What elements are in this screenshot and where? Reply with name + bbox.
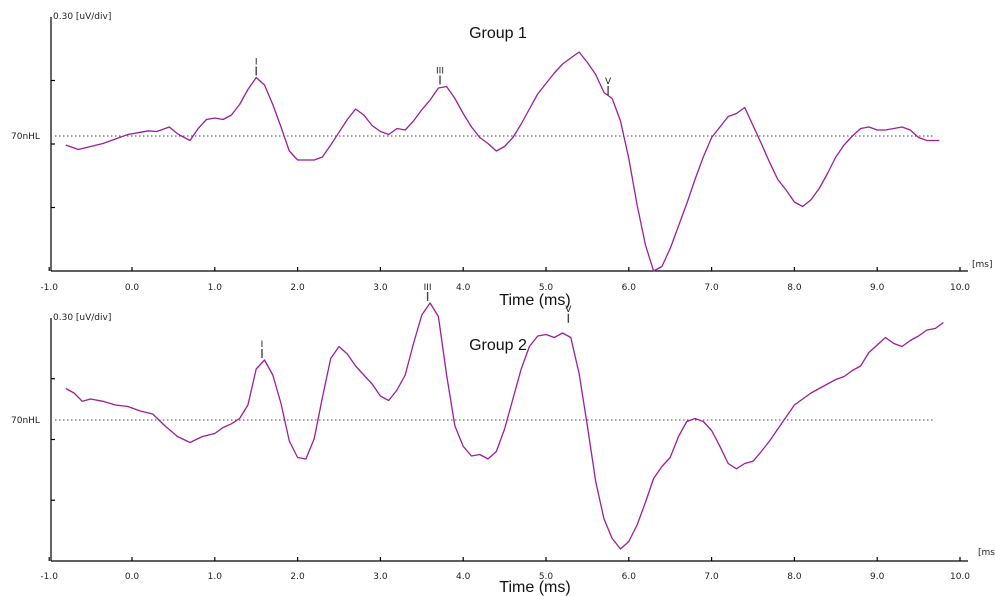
x-tick-label: -1.0 bbox=[40, 572, 58, 582]
x-tick-label: 0.0 bbox=[125, 283, 140, 293]
x-tick-label: 7.0 bbox=[704, 283, 719, 293]
peak-label: III bbox=[424, 283, 432, 293]
x-tick-label: 3.0 bbox=[373, 283, 388, 293]
x-unit-label: [ms] bbox=[972, 260, 992, 270]
level-label: 70nHL bbox=[11, 416, 40, 426]
x-tick-label: 0.0 bbox=[125, 572, 140, 582]
x-tick-label: 10.0 bbox=[950, 572, 970, 582]
panel-2: -1.0 0.0 1.0 2.0 3.0 4.0 5.0 6.0 7.0 8.0 9.0 10.0 0.… bbox=[11, 283, 995, 596]
x-axis-label: Time (ms) bbox=[499, 292, 570, 309]
x-tick-label: 2.0 bbox=[290, 283, 305, 293]
chart-title: Group 2 bbox=[469, 337, 527, 354]
peak-label: I bbox=[255, 58, 258, 68]
x-tick-label: 10.0 bbox=[950, 283, 970, 293]
waveform-series bbox=[65, 51, 940, 272]
chart-title: Group 1 bbox=[469, 25, 527, 42]
peak-label: III bbox=[436, 67, 444, 77]
x-tick-label: 2.0 bbox=[290, 572, 305, 582]
level-label: 70nHL bbox=[11, 132, 40, 142]
x-unit-label: [ms bbox=[978, 548, 995, 558]
x-tick-label: 9.0 bbox=[870, 572, 885, 582]
x-tick-label: 6.0 bbox=[622, 283, 637, 293]
x-tick-label: -1.0 bbox=[40, 283, 58, 293]
x-tick-label: 3.0 bbox=[373, 572, 388, 582]
x-tick-label: 5.0 bbox=[539, 283, 554, 293]
x-tick-label: 4.0 bbox=[456, 572, 471, 582]
x-tick-label: 4.0 bbox=[456, 283, 471, 293]
y-scale-label: 0.30 [uV/div] bbox=[53, 12, 111, 22]
peak-label: V bbox=[605, 77, 612, 87]
peak-label: V bbox=[565, 305, 572, 315]
x-tick-label: 8.0 bbox=[787, 572, 802, 582]
y-scale-label: 0.30 [uV/div] bbox=[53, 313, 111, 323]
x-tick-label: 9.0 bbox=[870, 283, 885, 293]
x-tick-label: 6.0 bbox=[622, 572, 637, 582]
x-tick-label: 1.0 bbox=[208, 283, 223, 293]
panel-1: -1.0 0.0 1.0 2.0 3.0 4.0 5.0 6.0 7.0 8.0 9.0 10.0 0.… bbox=[11, 12, 992, 309]
x-axis-label: Time (ms) bbox=[499, 579, 570, 596]
peak-label: I bbox=[261, 340, 264, 350]
waveform-series bbox=[65, 302, 944, 550]
x-tick-label: 1.0 bbox=[208, 572, 223, 582]
x-tick-label: 7.0 bbox=[704, 572, 719, 582]
x-tick-label: 8.0 bbox=[787, 283, 802, 293]
x-tick-label: 5.0 bbox=[539, 572, 554, 582]
